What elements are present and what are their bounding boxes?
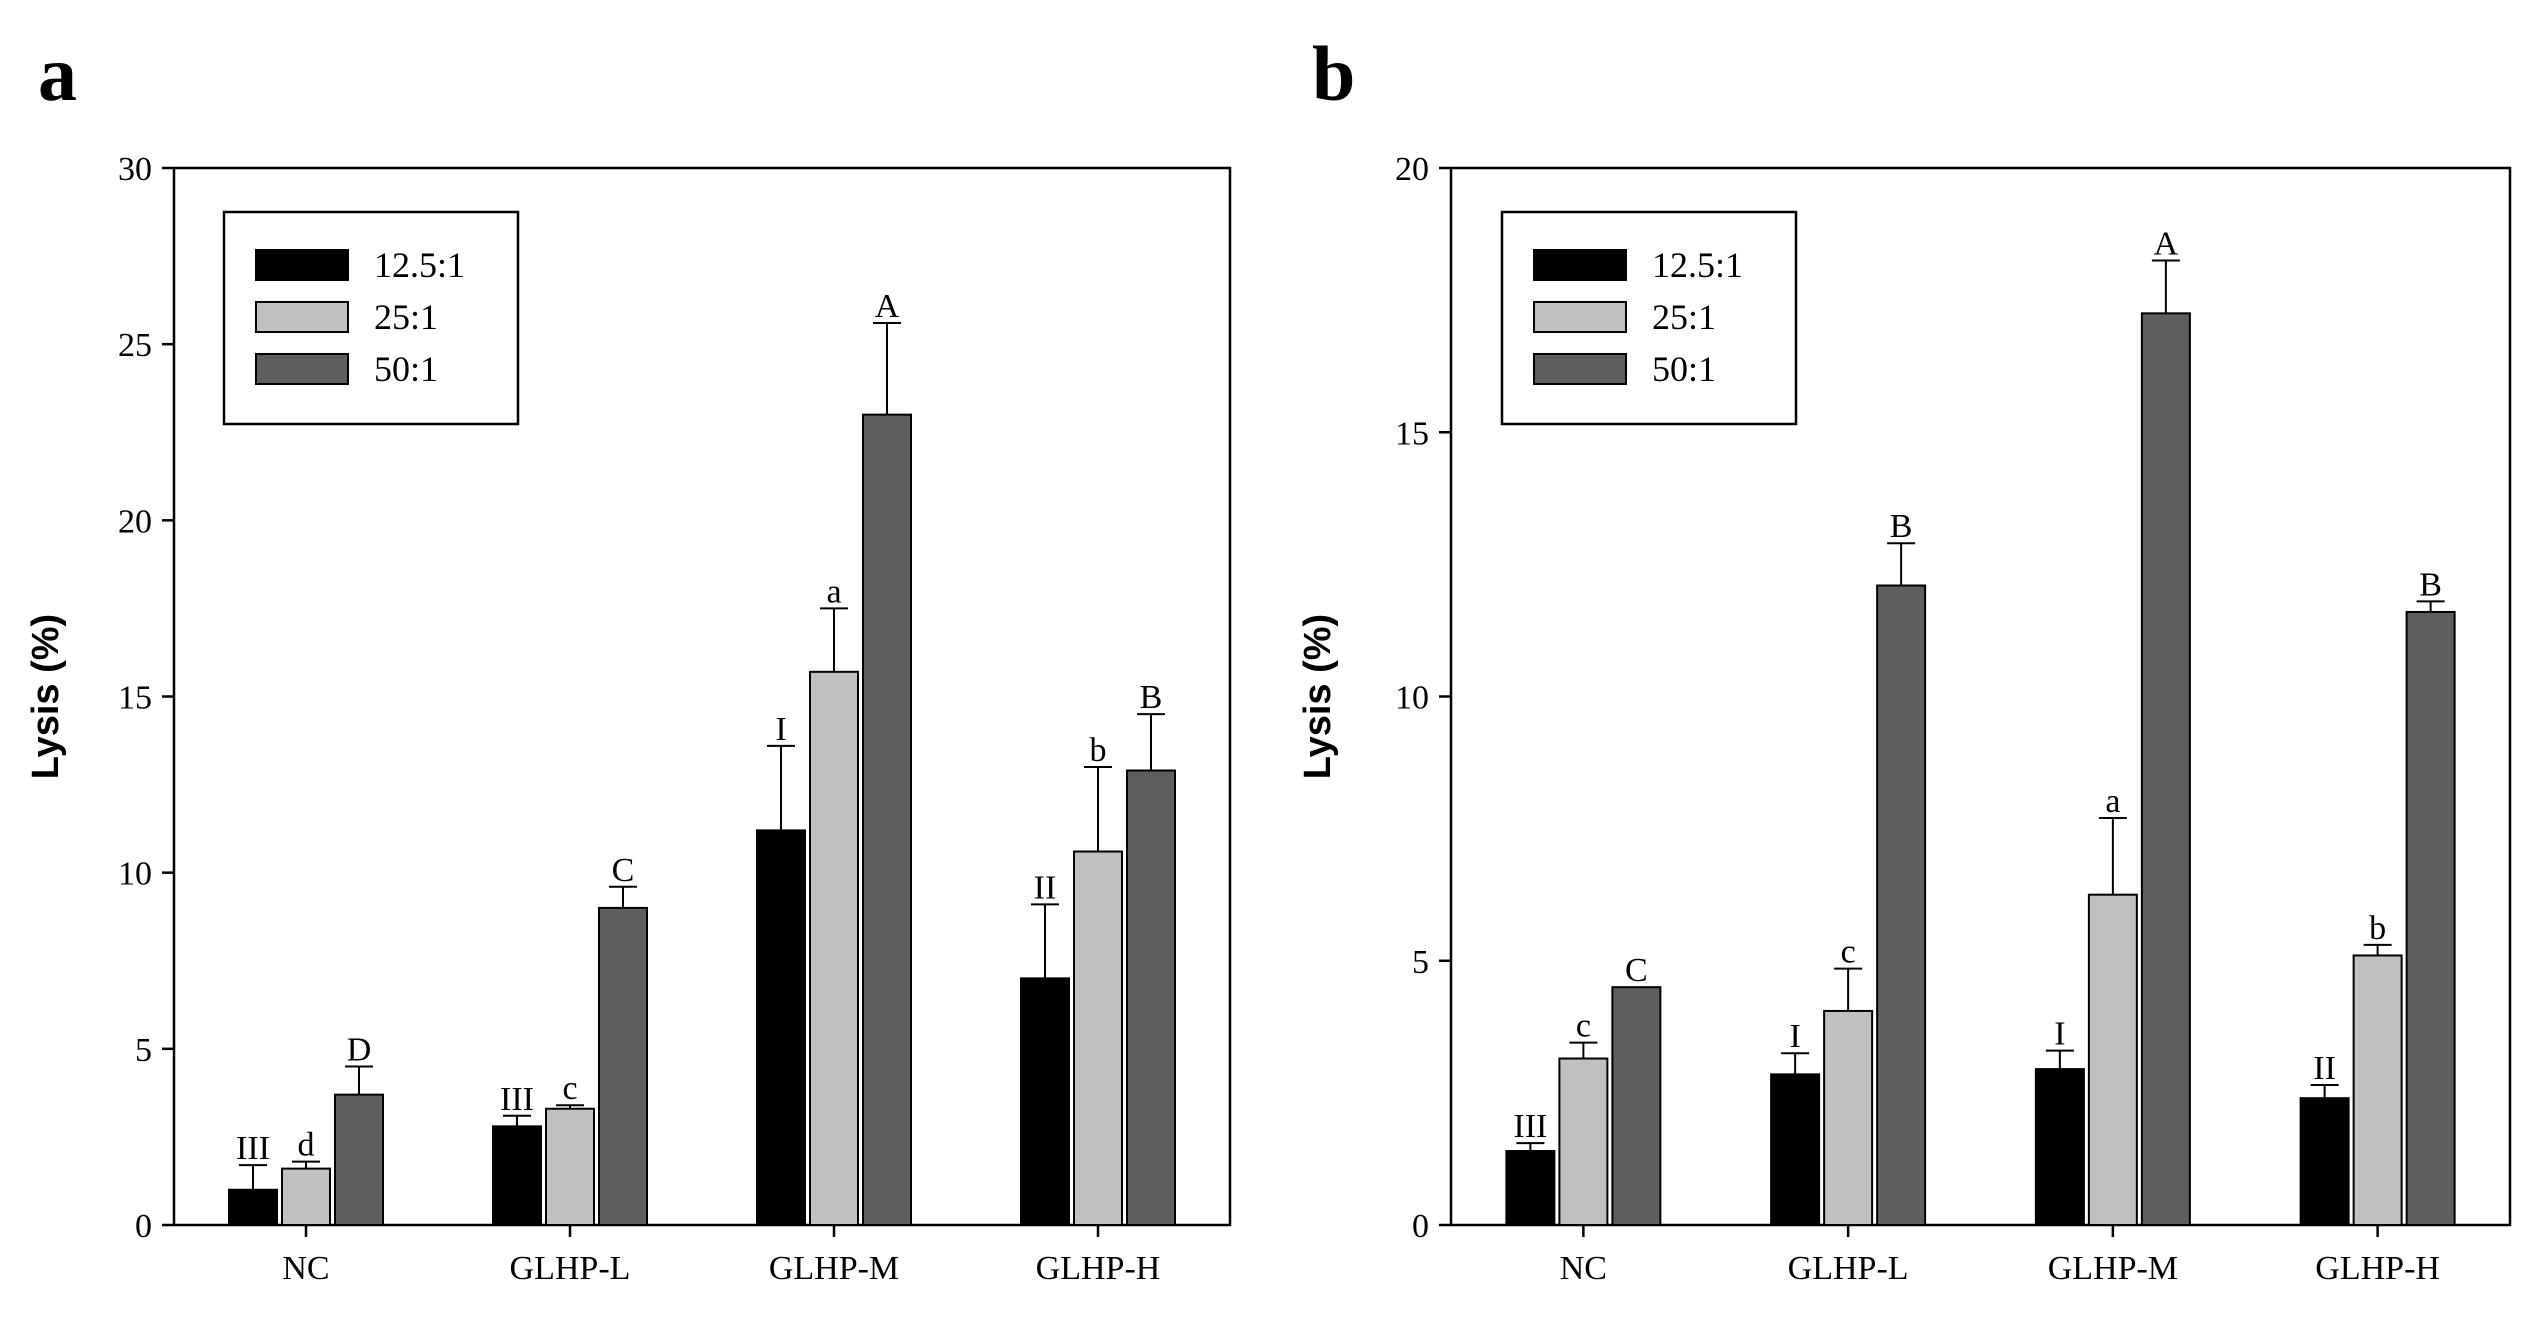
x-tick-label: GLHP-H xyxy=(1036,1250,1161,1287)
y-tick-label: 5 xyxy=(1412,944,1429,981)
significance-label: II xyxy=(2313,1050,2336,1087)
significance-label: b xyxy=(2369,910,2386,947)
y-tick-label: 15 xyxy=(1395,415,1429,452)
bar xyxy=(1126,769,1176,1226)
bar xyxy=(2405,610,2456,1226)
legend-label: 12.5:1 xyxy=(1652,245,1743,285)
significance-label: II xyxy=(1034,869,1057,906)
significance-label: I xyxy=(1789,1018,1800,1055)
legend-label: 25:1 xyxy=(1652,297,1716,337)
significance-label: I xyxy=(775,711,786,748)
bar xyxy=(1611,986,1662,1226)
bar xyxy=(2352,954,2403,1227)
legend-swatch xyxy=(255,301,349,333)
y-tick-label: 0 xyxy=(135,1208,152,1245)
significance-label: A xyxy=(875,288,900,325)
bar xyxy=(2034,1068,2085,1227)
y-tick-label: 15 xyxy=(118,680,152,717)
bar xyxy=(1073,850,1123,1226)
significance-label: A xyxy=(2154,225,2179,262)
significance-label: C xyxy=(1625,952,1648,989)
legend-swatch xyxy=(255,249,349,281)
legend-swatch xyxy=(255,353,349,385)
y-tick-label: 5 xyxy=(135,1032,152,1069)
legend-swatch xyxy=(1533,249,1627,281)
x-tick-label: NC xyxy=(282,1250,329,1287)
x-tick-label: GLHP-M xyxy=(2048,1250,2178,1287)
bar xyxy=(2299,1097,2350,1227)
y-axis-label: Lysis (%) xyxy=(25,614,67,779)
significance-label: III xyxy=(1513,1108,1547,1145)
y-tick-label: 0 xyxy=(1412,1208,1429,1245)
y-tick-label: 10 xyxy=(1395,680,1429,717)
significance-label: III xyxy=(236,1130,270,1167)
panel-letter: a xyxy=(38,30,77,117)
bar xyxy=(1020,977,1070,1226)
y-axis-label: Lysis (%) xyxy=(1297,614,1339,779)
significance-label: B xyxy=(1890,508,1913,545)
x-tick-label: NC xyxy=(1560,1250,1607,1287)
significance-label: D xyxy=(347,1031,372,1068)
significance-label: C xyxy=(612,852,635,889)
significance-label: B xyxy=(1140,679,1163,716)
bar xyxy=(598,906,648,1227)
bar xyxy=(1876,584,1927,1226)
legend-swatch xyxy=(1533,301,1627,333)
legend-swatch xyxy=(1533,353,1627,385)
significance-label: a xyxy=(826,573,841,610)
legend-label: 50:1 xyxy=(1652,349,1716,389)
significance-label: B xyxy=(2419,566,2442,603)
x-tick-label: GLHP-L xyxy=(1788,1250,1909,1287)
x-tick-label: GLHP-H xyxy=(2315,1250,2440,1287)
bar xyxy=(1558,1057,1609,1226)
legend-label: 50:1 xyxy=(374,349,438,389)
x-tick-label: GLHP-M xyxy=(769,1250,899,1287)
significance-label: c xyxy=(562,1070,577,1107)
significance-label: b xyxy=(1090,732,1107,769)
significance-label: d xyxy=(298,1127,315,1164)
significance-label: III xyxy=(500,1081,534,1118)
bar xyxy=(492,1125,542,1227)
bar xyxy=(1823,1009,1874,1227)
bar xyxy=(1505,1150,1556,1227)
bar xyxy=(756,829,806,1226)
bar xyxy=(2087,893,2138,1226)
y-tick-label: 20 xyxy=(118,503,152,540)
y-tick-label: 20 xyxy=(1395,151,1429,188)
bar xyxy=(809,670,859,1226)
x-tick-label: GLHP-L xyxy=(510,1250,631,1287)
significance-label: c xyxy=(1841,934,1856,971)
legend-label: 25:1 xyxy=(374,297,438,337)
panel-letter: b xyxy=(1312,30,1355,117)
bar xyxy=(545,1107,595,1226)
bar xyxy=(862,413,912,1226)
significance-label: c xyxy=(1576,1008,1591,1045)
bar xyxy=(1770,1073,1821,1226)
significance-label: I xyxy=(2054,1016,2065,1053)
significance-label: a xyxy=(2105,783,2120,820)
y-tick-label: 10 xyxy=(118,856,152,893)
bar xyxy=(228,1188,278,1227)
y-tick-label: 25 xyxy=(118,327,152,364)
legend-label: 12.5:1 xyxy=(374,245,465,285)
bar xyxy=(334,1093,384,1227)
bar xyxy=(281,1167,331,1227)
bar xyxy=(2140,312,2191,1226)
y-tick-label: 30 xyxy=(118,151,152,188)
